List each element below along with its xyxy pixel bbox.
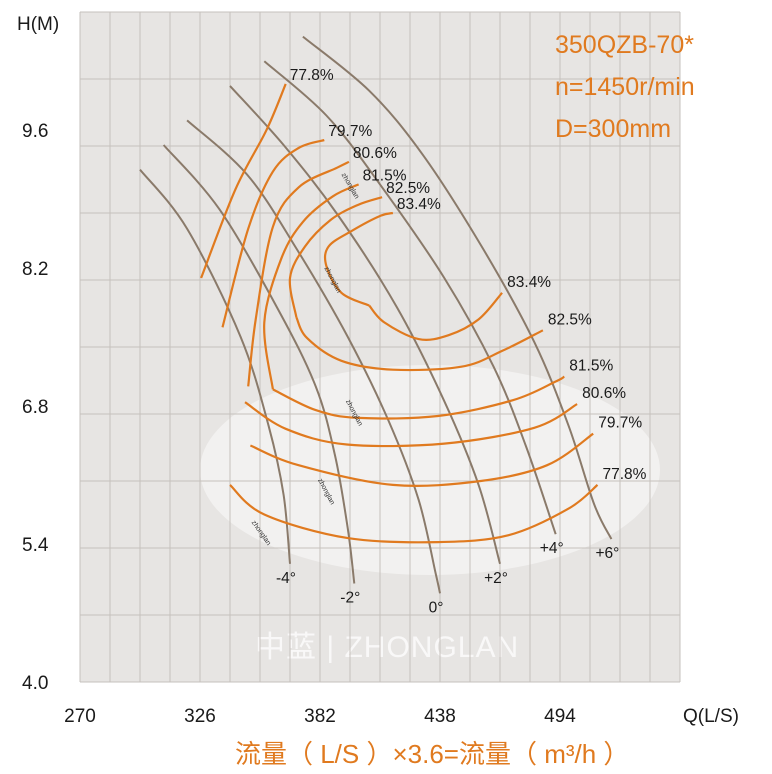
efficiency-label-right: 77.8%	[603, 466, 647, 483]
efficiency-contour-upper	[263, 183, 360, 390]
blade-angle-label: +2°	[484, 570, 508, 587]
x-tick-label: 382	[304, 706, 336, 727]
grid	[79, 11, 681, 683]
efficiency-contour-lower	[272, 375, 565, 420]
y-axis-label: H(M)	[17, 14, 59, 35]
y-tick-label: 4.0	[22, 673, 48, 694]
blade-angle-curve	[162, 144, 356, 584]
efficiency-contour-lower	[249, 432, 594, 487]
efficiency-label-right: 79.7%	[598, 415, 642, 432]
blade-angle-curve	[139, 168, 291, 564]
blade-angle-label: -4°	[276, 570, 296, 587]
x-tick-label: 438	[424, 706, 456, 727]
efficiency-label-left: 79.7%	[328, 123, 372, 140]
x-tick-label: 270	[64, 706, 96, 727]
blade-angle-curve	[302, 35, 613, 540]
y-tick-label: 6.8	[22, 397, 48, 418]
x-tick-label: 326	[184, 706, 216, 727]
efficiency-contour-upper	[221, 139, 325, 328]
efficiency-label-left: 77.8%	[290, 67, 334, 84]
efficiency-contour-lower	[368, 292, 503, 341]
blade-angle-label: -2°	[340, 589, 360, 606]
efficiency-label-left: 80.6%	[353, 145, 397, 162]
watermark-text: 中蓝 | ZHONGLAN	[255, 631, 519, 664]
model-label: 350QZB-70*	[555, 31, 694, 59]
speed-label: n=1450r/min	[555, 73, 695, 101]
efficiency-contour-lower	[295, 316, 544, 372]
blade-angle-curve	[186, 119, 441, 594]
efficiency-contour-upper	[288, 196, 383, 318]
efficiency-label-left: 82.5%	[386, 180, 430, 197]
y-tick-label: 8.2	[22, 259, 48, 280]
efficiency-label-right: 81.5%	[569, 358, 613, 375]
watermark: 中蓝 | ZHONGLAN	[200, 365, 660, 664]
y-axis-ticks: 4.0 5.4 6.8 8.2 9.6	[22, 121, 49, 694]
blade-angle-curves: -4° -2° 0° +2° +4° +6°	[139, 35, 619, 616]
efficiency-contour-upper	[323, 211, 394, 307]
diameter-label: D=300mm	[555, 115, 671, 143]
x-tick-label: 494	[544, 706, 576, 727]
efficiency-contour-upper	[200, 83, 287, 279]
y-tick-label: 5.4	[22, 535, 49, 556]
efficiency-label-right: 82.5%	[548, 311, 592, 328]
x-axis-label: Q(L/S)	[683, 706, 739, 727]
y-tick-label: 9.6	[22, 121, 48, 142]
efficiency-label-right: 83.4%	[507, 274, 551, 291]
efficiency-contour-lower	[229, 484, 599, 544]
watermark-emblem	[200, 365, 660, 575]
blade-angle-curve	[263, 60, 557, 535]
efficiency-contours: 77.8% 77.8% 79.7% 79.7% 80.6% 80.6% 81.5% 81.5%…	[200, 67, 647, 544]
blade-angle-label: +4°	[540, 540, 564, 557]
efficiency-label-left: 81.5%	[363, 167, 407, 184]
flow-conversion-note: 流量（ L/S ）×3.6=流量（ m³/h ）	[235, 739, 629, 769]
efficiency-label-left: 83.4%	[397, 196, 441, 213]
blade-angle-label: 0°	[429, 599, 444, 616]
blade-angle-label: +6°	[595, 545, 619, 562]
efficiency-contour-upper	[247, 160, 350, 387]
efficiency-contour-lower	[244, 401, 578, 448]
blade-angle-curve	[229, 85, 501, 565]
x-axis-ticks: 270 326 382 438 494	[64, 706, 576, 727]
efficiency-label-right: 80.6%	[582, 385, 626, 402]
